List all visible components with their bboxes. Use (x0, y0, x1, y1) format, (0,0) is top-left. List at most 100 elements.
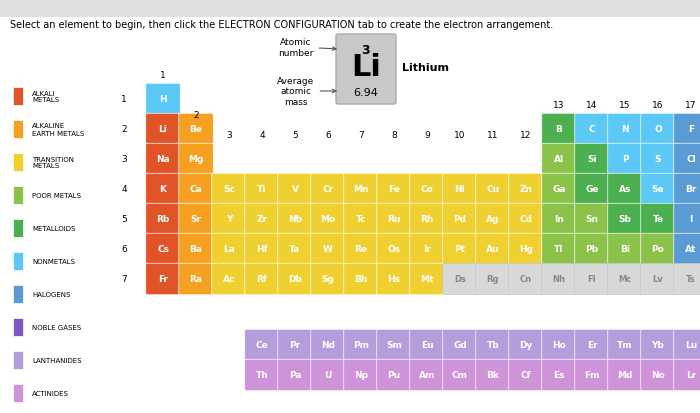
FancyBboxPatch shape (575, 114, 609, 145)
Text: P: P (622, 155, 629, 164)
Text: Pu: Pu (387, 370, 400, 380)
FancyBboxPatch shape (377, 204, 411, 235)
Text: Atomic
number: Atomic number (279, 38, 336, 57)
Text: Lithium: Lithium (402, 63, 449, 73)
Text: Nh: Nh (552, 275, 566, 284)
FancyBboxPatch shape (575, 234, 609, 265)
Text: Zr: Zr (256, 215, 267, 224)
Text: Nd: Nd (321, 341, 335, 350)
FancyBboxPatch shape (608, 234, 642, 265)
FancyBboxPatch shape (146, 114, 181, 145)
Text: Cm: Cm (452, 370, 468, 380)
FancyBboxPatch shape (278, 359, 312, 391)
Text: Eu: Eu (421, 341, 433, 350)
Text: Cs: Cs (157, 245, 169, 254)
FancyBboxPatch shape (608, 144, 642, 176)
FancyBboxPatch shape (673, 330, 700, 361)
Text: Si: Si (587, 155, 597, 164)
FancyBboxPatch shape (278, 263, 312, 295)
Text: Ge: Ge (585, 185, 598, 194)
Text: Al: Al (554, 155, 564, 164)
Text: Ni: Ni (454, 185, 466, 194)
Text: Sn: Sn (585, 215, 598, 224)
Text: Average
atomic
mass: Average atomic mass (277, 77, 336, 107)
Text: Ac: Ac (223, 275, 235, 284)
Text: Pd: Pd (454, 215, 466, 224)
Text: Hs: Hs (388, 275, 400, 284)
FancyBboxPatch shape (410, 204, 444, 235)
FancyBboxPatch shape (311, 204, 345, 235)
FancyBboxPatch shape (410, 174, 444, 205)
FancyBboxPatch shape (178, 263, 214, 295)
FancyBboxPatch shape (542, 114, 576, 145)
Text: Sm: Sm (386, 341, 402, 350)
FancyBboxPatch shape (245, 330, 279, 361)
FancyBboxPatch shape (640, 330, 676, 361)
Text: Ts: Ts (686, 275, 696, 284)
Text: 9: 9 (424, 131, 430, 140)
Text: LANTHANIDES: LANTHANIDES (32, 357, 81, 363)
FancyBboxPatch shape (476, 359, 510, 391)
Text: Ra: Ra (190, 275, 202, 284)
Text: 7: 7 (358, 131, 364, 140)
Text: Cf: Cf (521, 370, 531, 380)
Text: Es: Es (553, 370, 565, 380)
Text: Lu: Lu (685, 341, 697, 350)
Text: S: S (654, 155, 661, 164)
FancyBboxPatch shape (575, 263, 609, 295)
Text: Hf: Hf (256, 245, 268, 254)
Text: Se: Se (652, 185, 664, 194)
Text: Ga: Ga (552, 185, 566, 194)
FancyBboxPatch shape (311, 359, 345, 391)
Text: Ru: Ru (387, 215, 400, 224)
FancyBboxPatch shape (608, 330, 642, 361)
FancyBboxPatch shape (344, 204, 378, 235)
FancyBboxPatch shape (608, 114, 642, 145)
Text: Sg: Sg (321, 275, 335, 284)
FancyBboxPatch shape (476, 234, 510, 265)
Text: Cd: Cd (519, 215, 533, 224)
FancyBboxPatch shape (442, 174, 477, 205)
Text: METALLOIDS: METALLOIDS (32, 225, 76, 231)
Text: 3: 3 (362, 43, 370, 56)
Text: Re: Re (354, 245, 368, 254)
Text: Y: Y (226, 215, 232, 224)
Text: Lr: Lr (686, 370, 696, 380)
Text: 6.94: 6.94 (354, 88, 379, 98)
Text: TRANSITION
METALS: TRANSITION METALS (32, 156, 74, 169)
Text: In: In (554, 215, 564, 224)
Bar (13, 121, 23, 139)
Text: Pt: Pt (454, 245, 466, 254)
Text: ALKALINE
EARTH METALS: ALKALINE EARTH METALS (32, 123, 84, 136)
Text: Mg: Mg (188, 155, 204, 164)
Bar (13, 285, 23, 303)
Text: 4: 4 (121, 185, 127, 194)
Text: Br: Br (685, 185, 696, 194)
FancyBboxPatch shape (336, 35, 396, 105)
FancyBboxPatch shape (377, 234, 411, 265)
FancyBboxPatch shape (278, 330, 312, 361)
Text: 5: 5 (292, 131, 298, 140)
FancyBboxPatch shape (575, 330, 609, 361)
FancyBboxPatch shape (245, 204, 279, 235)
Text: Ag: Ag (486, 215, 500, 224)
FancyBboxPatch shape (344, 263, 378, 295)
Bar (13, 318, 23, 336)
Text: Ti: Ti (258, 185, 267, 194)
FancyBboxPatch shape (344, 234, 378, 265)
Text: Mo: Mo (321, 215, 335, 224)
Bar (13, 384, 23, 402)
Text: Rh: Rh (420, 215, 434, 224)
FancyBboxPatch shape (146, 174, 181, 205)
FancyBboxPatch shape (608, 359, 642, 391)
FancyBboxPatch shape (542, 263, 576, 295)
FancyBboxPatch shape (542, 359, 576, 391)
Text: 3: 3 (121, 155, 127, 164)
FancyBboxPatch shape (311, 174, 345, 205)
Text: Nb: Nb (288, 215, 302, 224)
FancyBboxPatch shape (673, 204, 700, 235)
FancyBboxPatch shape (509, 234, 543, 265)
Text: B: B (556, 125, 562, 134)
FancyBboxPatch shape (476, 330, 510, 361)
Bar (13, 88, 23, 106)
